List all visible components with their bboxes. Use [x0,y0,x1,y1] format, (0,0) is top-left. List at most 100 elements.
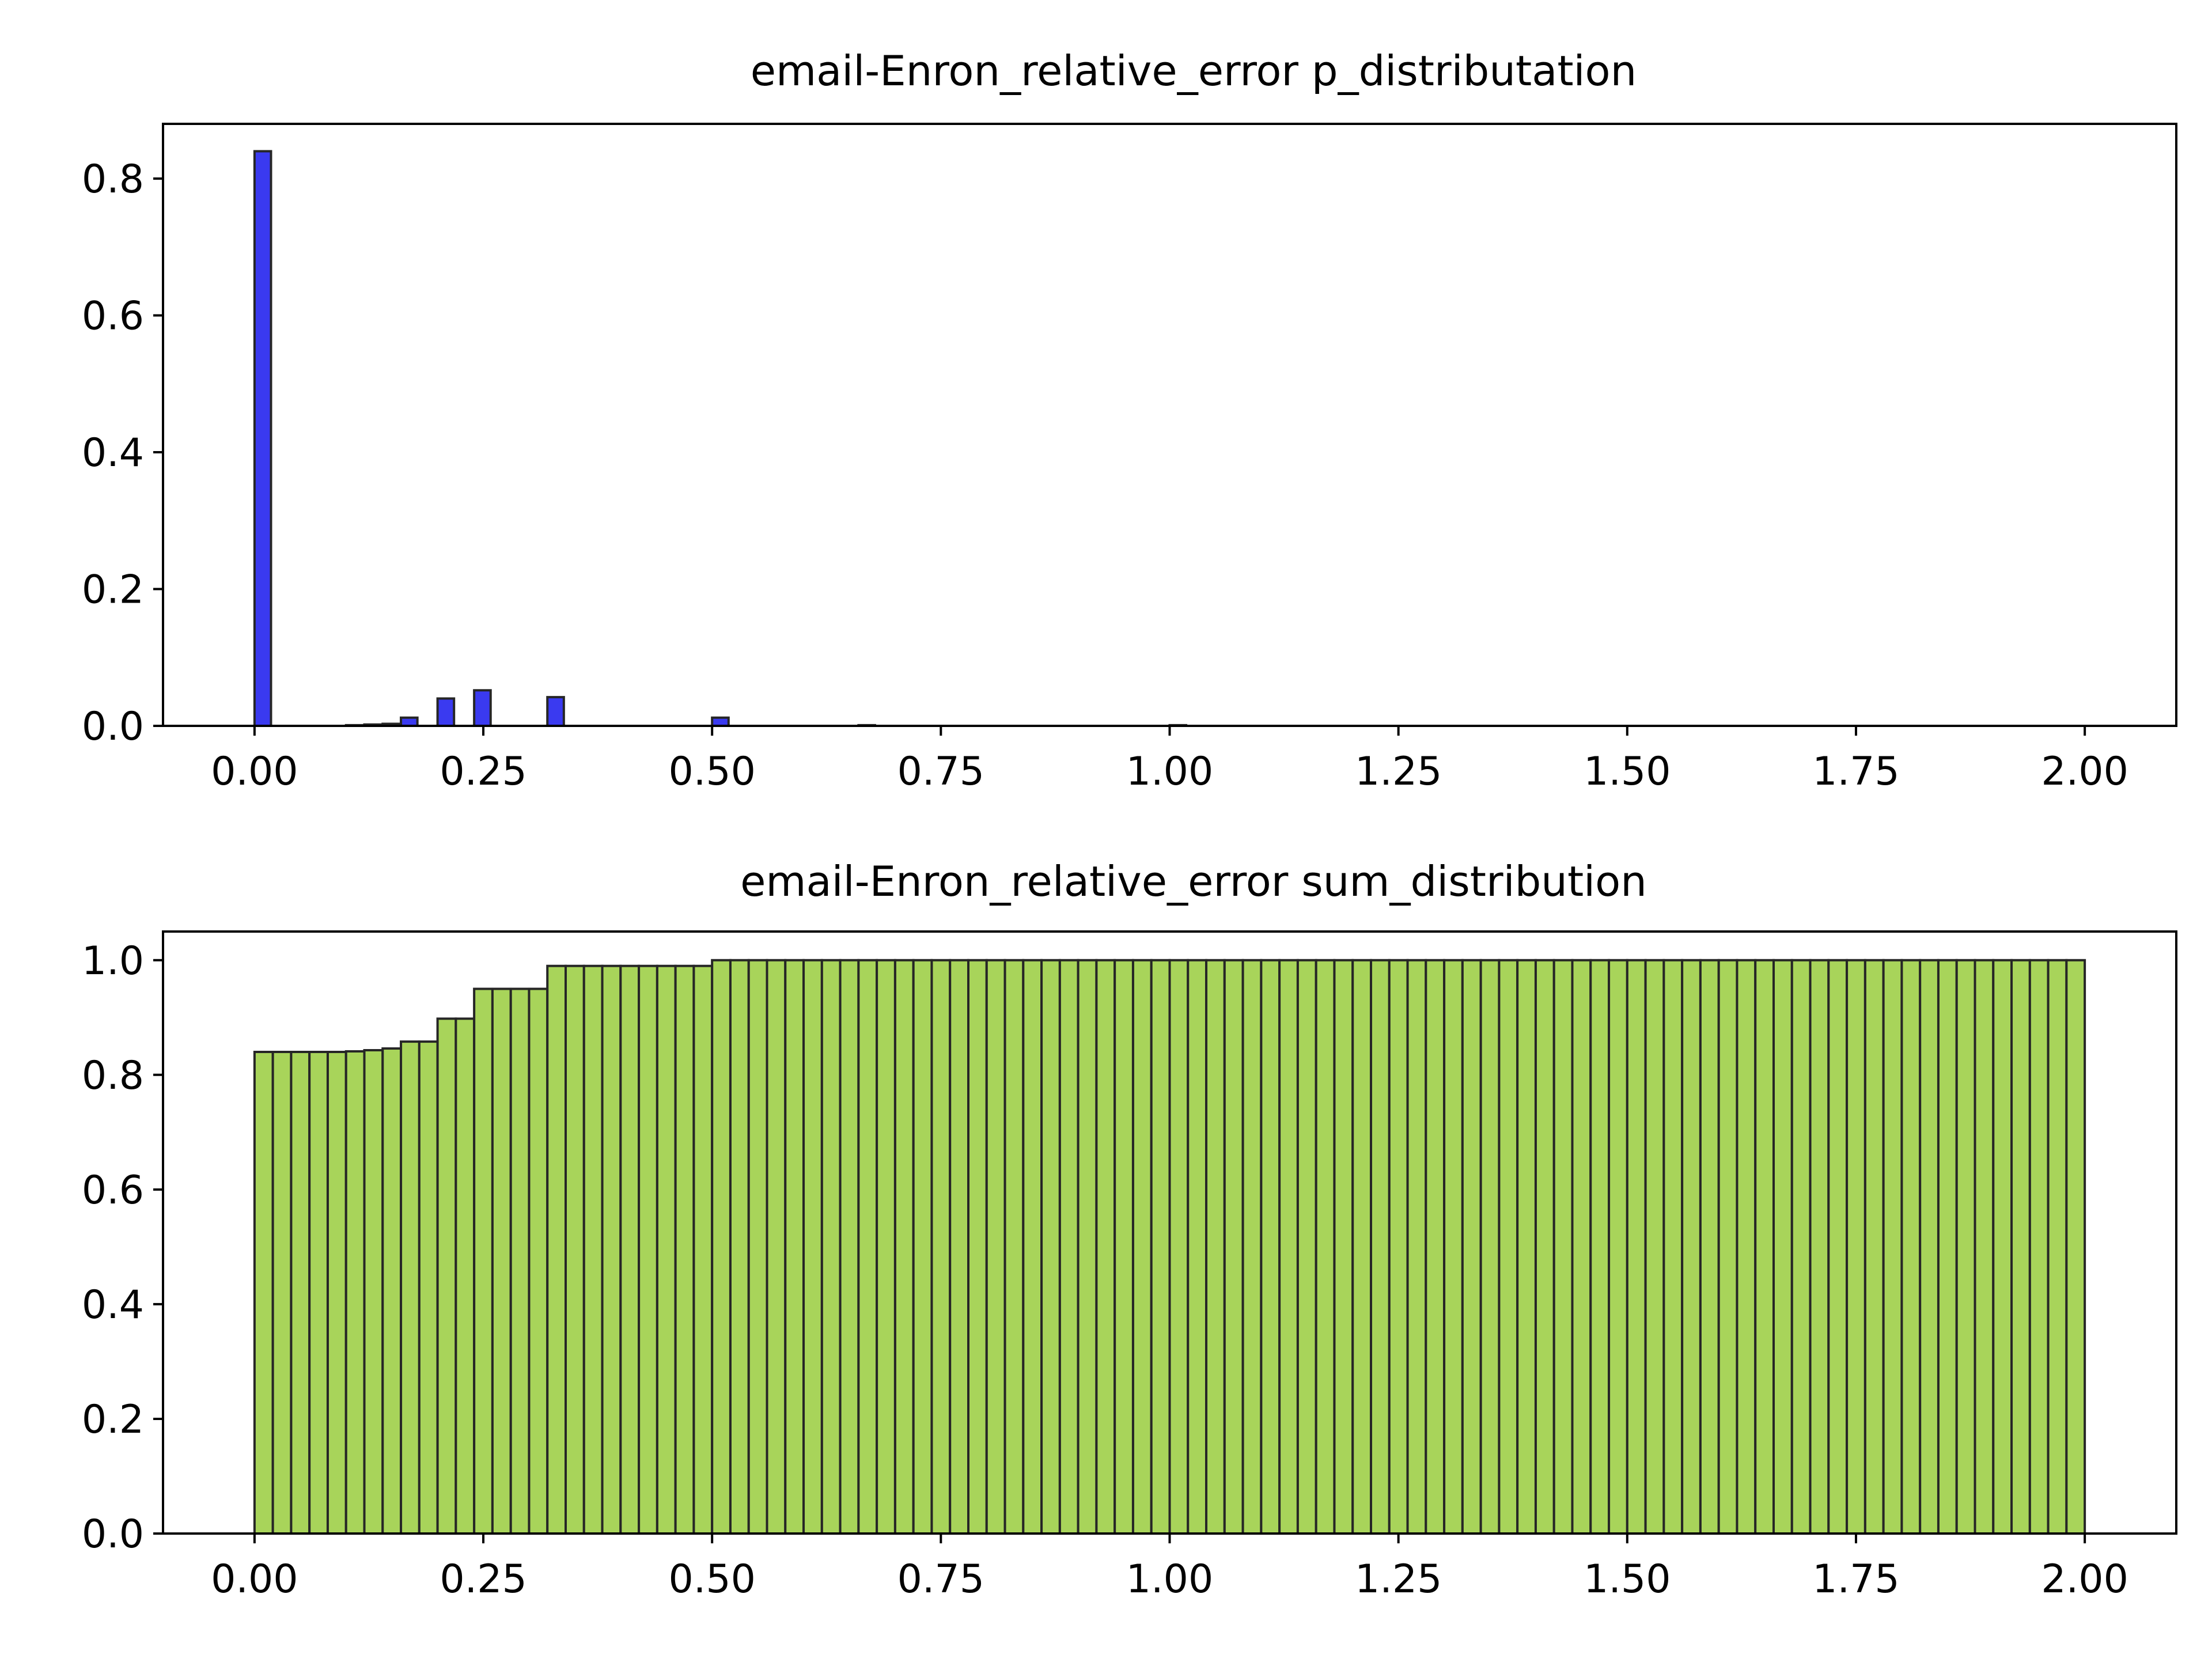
bar [454,1017,476,1535]
bar [1479,959,1501,1535]
bar [1040,959,1061,1535]
bar [473,689,492,727]
bar [766,959,787,1535]
x-tick-label: 1.25 [1355,749,1442,794]
bar [656,964,677,1535]
bar [1241,959,1263,1535]
bar [912,959,933,1535]
bar [1516,959,1537,1535]
x-tick-label: 0.25 [440,1557,527,1602]
y-axis-ticks: 0.0 0.2 0.4 0.6 0.8 [82,157,163,749]
bar [546,696,565,727]
bar [949,959,970,1535]
bar [1846,959,1866,1535]
bar [1736,959,1757,1535]
bar [1772,959,1793,1535]
y-tick-label: 0.8 [82,157,144,202]
bar [1443,959,1464,1535]
x-axis-ticks: 0.00 0.25 0.50 0.75 1.00 1.25 1.50 1.75 2.00 [211,1534,2128,1602]
bar [1827,959,1849,1535]
bar [1974,959,1995,1535]
x-tick-label: 1.75 [1812,1557,1899,1602]
bar [1370,959,1391,1535]
bar [290,1051,311,1535]
bar [1790,959,1812,1535]
bars [253,959,2086,1535]
bar [1022,959,1043,1535]
bar [1461,959,1482,1535]
bar [582,964,604,1535]
subplot-title: email-Enron_relative_error sum_distribut… [740,857,1647,906]
bar [1992,959,2013,1535]
bar [1388,959,1409,1535]
bar [1498,959,1519,1535]
bar [1863,959,1885,1535]
bar [1113,959,1134,1535]
bar [1223,959,1244,1535]
bar [747,959,768,1535]
bar [692,964,714,1535]
bar [1095,959,1116,1535]
axes-frame [162,123,2177,727]
y-tick-label: 0.8 [82,1053,144,1099]
bar [839,959,860,1535]
bar [711,959,732,1535]
bar [2065,959,2086,1535]
bar [601,964,622,1535]
bar [363,1049,384,1535]
bar [1955,959,1976,1535]
bar [1150,959,1171,1535]
bar [784,959,805,1535]
bar [1168,959,1190,1535]
y-tick-label: 0.4 [82,1282,144,1328]
bar [674,964,695,1535]
bar [1937,959,1958,1535]
bar [1608,959,1628,1535]
x-tick-label: 2.00 [2041,1557,2128,1602]
bar [491,987,512,1535]
bar [344,1050,366,1535]
bar [1681,959,1702,1535]
bar [418,1040,439,1535]
bar [1919,959,1940,1535]
bar [271,1051,293,1535]
bar [967,959,988,1535]
bar [253,150,272,727]
x-tick-label: 1.75 [1812,749,1899,794]
bar [857,959,878,1535]
bar [985,959,1006,1535]
bar [1662,959,1684,1535]
bar [2028,959,2050,1535]
bar [1058,959,1080,1535]
bar [711,716,730,727]
x-axis-ticks: 0.00 0.25 0.50 0.75 1.00 1.25 1.50 1.75 2.00 [211,726,2128,794]
x-tick-label: 1.00 [1126,1557,1213,1602]
x-tick-label: 1.25 [1355,1557,1442,1602]
bar [1278,959,1299,1535]
bar [1900,959,1922,1535]
bar [1296,959,1317,1535]
x-tick-label: 0.50 [668,749,755,794]
x-tick-label: 0.75 [897,749,984,794]
bar [473,987,494,1535]
bar [729,959,750,1535]
bar [436,697,456,727]
bar [308,1051,329,1535]
bar [1131,959,1153,1535]
bar [820,959,842,1535]
bar [546,964,567,1535]
bar [436,1017,457,1535]
bar [381,1047,403,1535]
bar [1406,959,1427,1535]
bar [1571,959,1592,1535]
x-tick-label: 0.00 [211,1557,298,1602]
bar [2010,959,2031,1535]
bar [930,959,952,1535]
bar [1333,959,1354,1535]
bar [1754,959,1775,1535]
bar [565,964,585,1535]
bar [2047,959,2068,1535]
bar [1626,959,1647,1535]
bar [1589,959,1611,1535]
